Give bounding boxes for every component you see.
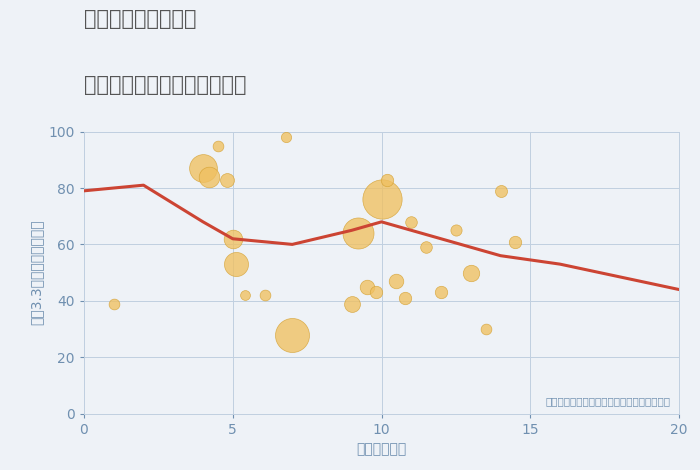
Point [382, 176, 393, 183]
Point [221, 176, 232, 183]
Point [260, 291, 271, 299]
Point [108, 300, 119, 307]
Point [281, 133, 292, 141]
Point [212, 142, 223, 149]
Point [450, 227, 461, 234]
Text: 円の大きさは、取引のあった物件面積を示す: 円の大きさは、取引のあった物件面積を示す [545, 397, 670, 407]
Point [406, 218, 417, 226]
Point [495, 187, 506, 195]
Point [239, 291, 251, 299]
Point [230, 260, 241, 268]
Point [203, 173, 214, 180]
Point [435, 289, 447, 296]
Point [376, 196, 387, 203]
Point [421, 243, 432, 251]
Point [287, 331, 298, 338]
Point [197, 164, 209, 172]
Point [361, 283, 372, 290]
Point [227, 235, 238, 243]
X-axis label: 駅距離（分）: 駅距離（分） [356, 442, 407, 456]
Point [400, 294, 411, 302]
Y-axis label: 坪（3.3㎡）単価（万円）: 坪（3.3㎡）単価（万円） [29, 220, 43, 325]
Point [480, 325, 491, 333]
Point [370, 289, 381, 296]
Text: 駅距離別中古マンション価格: 駅距離別中古マンション価格 [84, 75, 246, 95]
Point [352, 229, 363, 237]
Point [465, 269, 476, 276]
Point [391, 277, 402, 285]
Point [346, 300, 357, 307]
Text: 三重県桑名市島田の: 三重県桑名市島田の [84, 9, 197, 30]
Point [510, 238, 521, 245]
